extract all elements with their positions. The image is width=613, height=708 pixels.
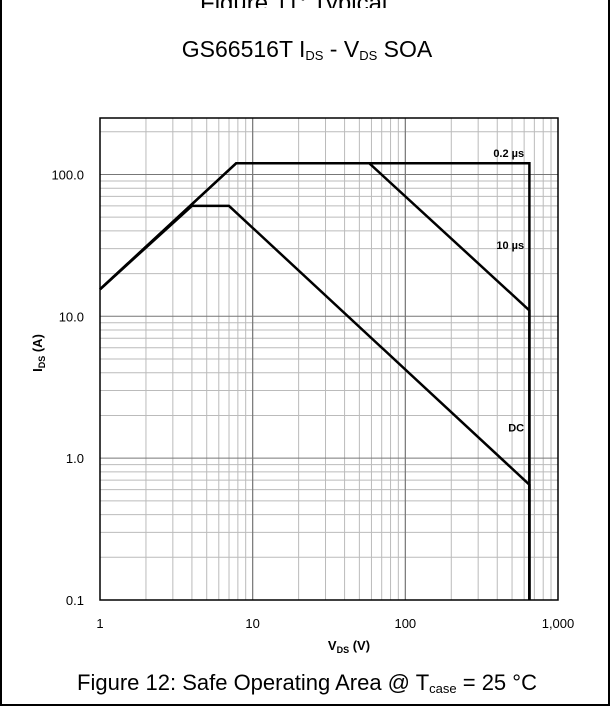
previous-figure-caption-cut: Figure 11: Typical ... [4,0,610,8]
series-label-2: DC [508,422,524,434]
series-line-1 [99,161,531,600]
y-tick-label: 1.0 [66,451,84,466]
x-tick-label: 1,000 [542,616,575,631]
series-lines [99,161,531,600]
figure-caption-sub: case [429,681,457,696]
y-tick-label: 10.0 [59,309,84,324]
series-line-2 [99,204,531,600]
chart-title-sub-1: DS [305,48,324,63]
y-tick-label: 0.1 [66,593,84,608]
chart-title-main: GS66516T I [181,36,306,62]
x-tick-labels: 1 10 100 1,000 [96,616,574,631]
figure-caption-main: Figure 12: Safe Operating Area @ T [77,670,430,695]
chart-title-tail: SOA [377,36,433,62]
y-tick-labels: 0.1 1.0 10.0 100.0 [51,167,84,608]
y-axis-label-main: I [30,368,45,372]
series-labels: 0.2 µs 10 µs DC [493,148,524,434]
plot-area-frame [99,117,559,601]
x-axis-label-sub: DS [337,645,350,655]
y-axis-label-tail: (A) [30,334,45,356]
chart-title: GS66516T IDS - VDS SOA [2,36,612,63]
chart-title-mid: - V [323,36,360,62]
x-axis-label-main: V [328,638,337,653]
minor-gridlines [100,118,558,600]
figure-caption: Figure 12: Safe Operating Area @ Tcase =… [2,670,612,696]
x-axis-label-tail: (V) [349,638,370,653]
soa-chart: 0.2 µs 10 µs DC 1 10 100 1,000 0.1 1.0 10.0 100.… [30,117,574,655]
chart-title-sub-2: DS [359,48,378,63]
y-axis-label-sub: DS [37,356,47,369]
x-tick-label: 100 [394,616,416,631]
series-label-1: 10 µs [496,240,524,252]
x-axis-label: VDS (V) [328,638,370,655]
x-tick-label: 1 [96,616,103,631]
figure-caption-tail: = 25 °C [456,670,537,695]
y-axis-label: IDS (A) [30,334,47,372]
x-tick-label: 10 [245,616,259,631]
y-tick-label: 100.0 [51,167,84,182]
series-label-0: 0.2 µs [493,148,524,160]
